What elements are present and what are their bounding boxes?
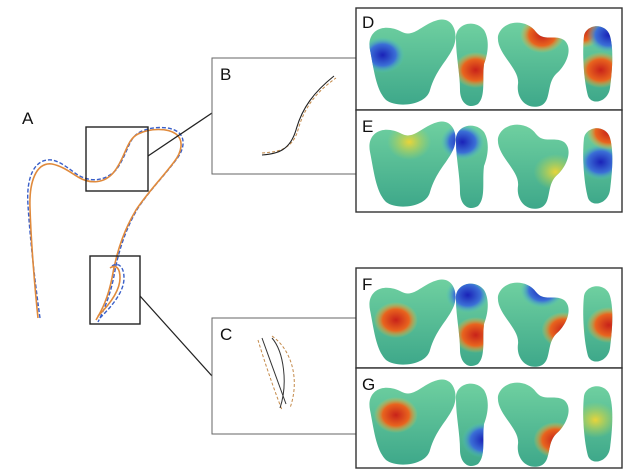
panel-label-g: G [362,375,375,394]
panel-f-render [369,279,613,367]
inset-box-upper [85,126,149,192]
panel-b-curve-solid [261,75,335,156]
heat-spot-f-6 [586,307,613,343]
heat-spot-g-1 [373,397,418,433]
contour-dashed-inner [99,263,125,319]
heat-spot-f-1 [373,302,418,338]
panel-label-f: F [362,275,372,294]
panel-label-b: B [220,65,231,84]
contour-dashed-outer [27,126,184,323]
connector-line-c [139,295,213,377]
heat-spot-e-1 [387,124,432,160]
panel-label-a: A [22,109,34,128]
femur-shape-g-3 [497,382,569,467]
contour-solid-inner [97,265,121,317]
contour-solid-outer [29,128,182,321]
heat-spot-e-3 [578,144,613,180]
panel-b-frame [211,57,359,175]
panel-a-contours [27,126,184,323]
panel-b-curve-dashed [261,77,337,154]
connector-line-b [147,112,213,157]
heat-spot-e-2 [440,124,485,160]
heat-spot-g-4 [573,402,613,438]
panel-c-curve-dashed-2 [271,335,295,409]
femur-shape-e-3 [497,124,569,209]
inset-box-lower [89,255,141,325]
panel-label-d: D [362,13,374,32]
panel-c-curve-solid-1 [261,337,287,405]
panel-label-c: C [220,325,232,344]
panel-c-curve-solid-2 [271,337,285,409]
panel-c-curve-dashed-1 [257,339,283,411]
panel-label-e: E [362,117,373,136]
